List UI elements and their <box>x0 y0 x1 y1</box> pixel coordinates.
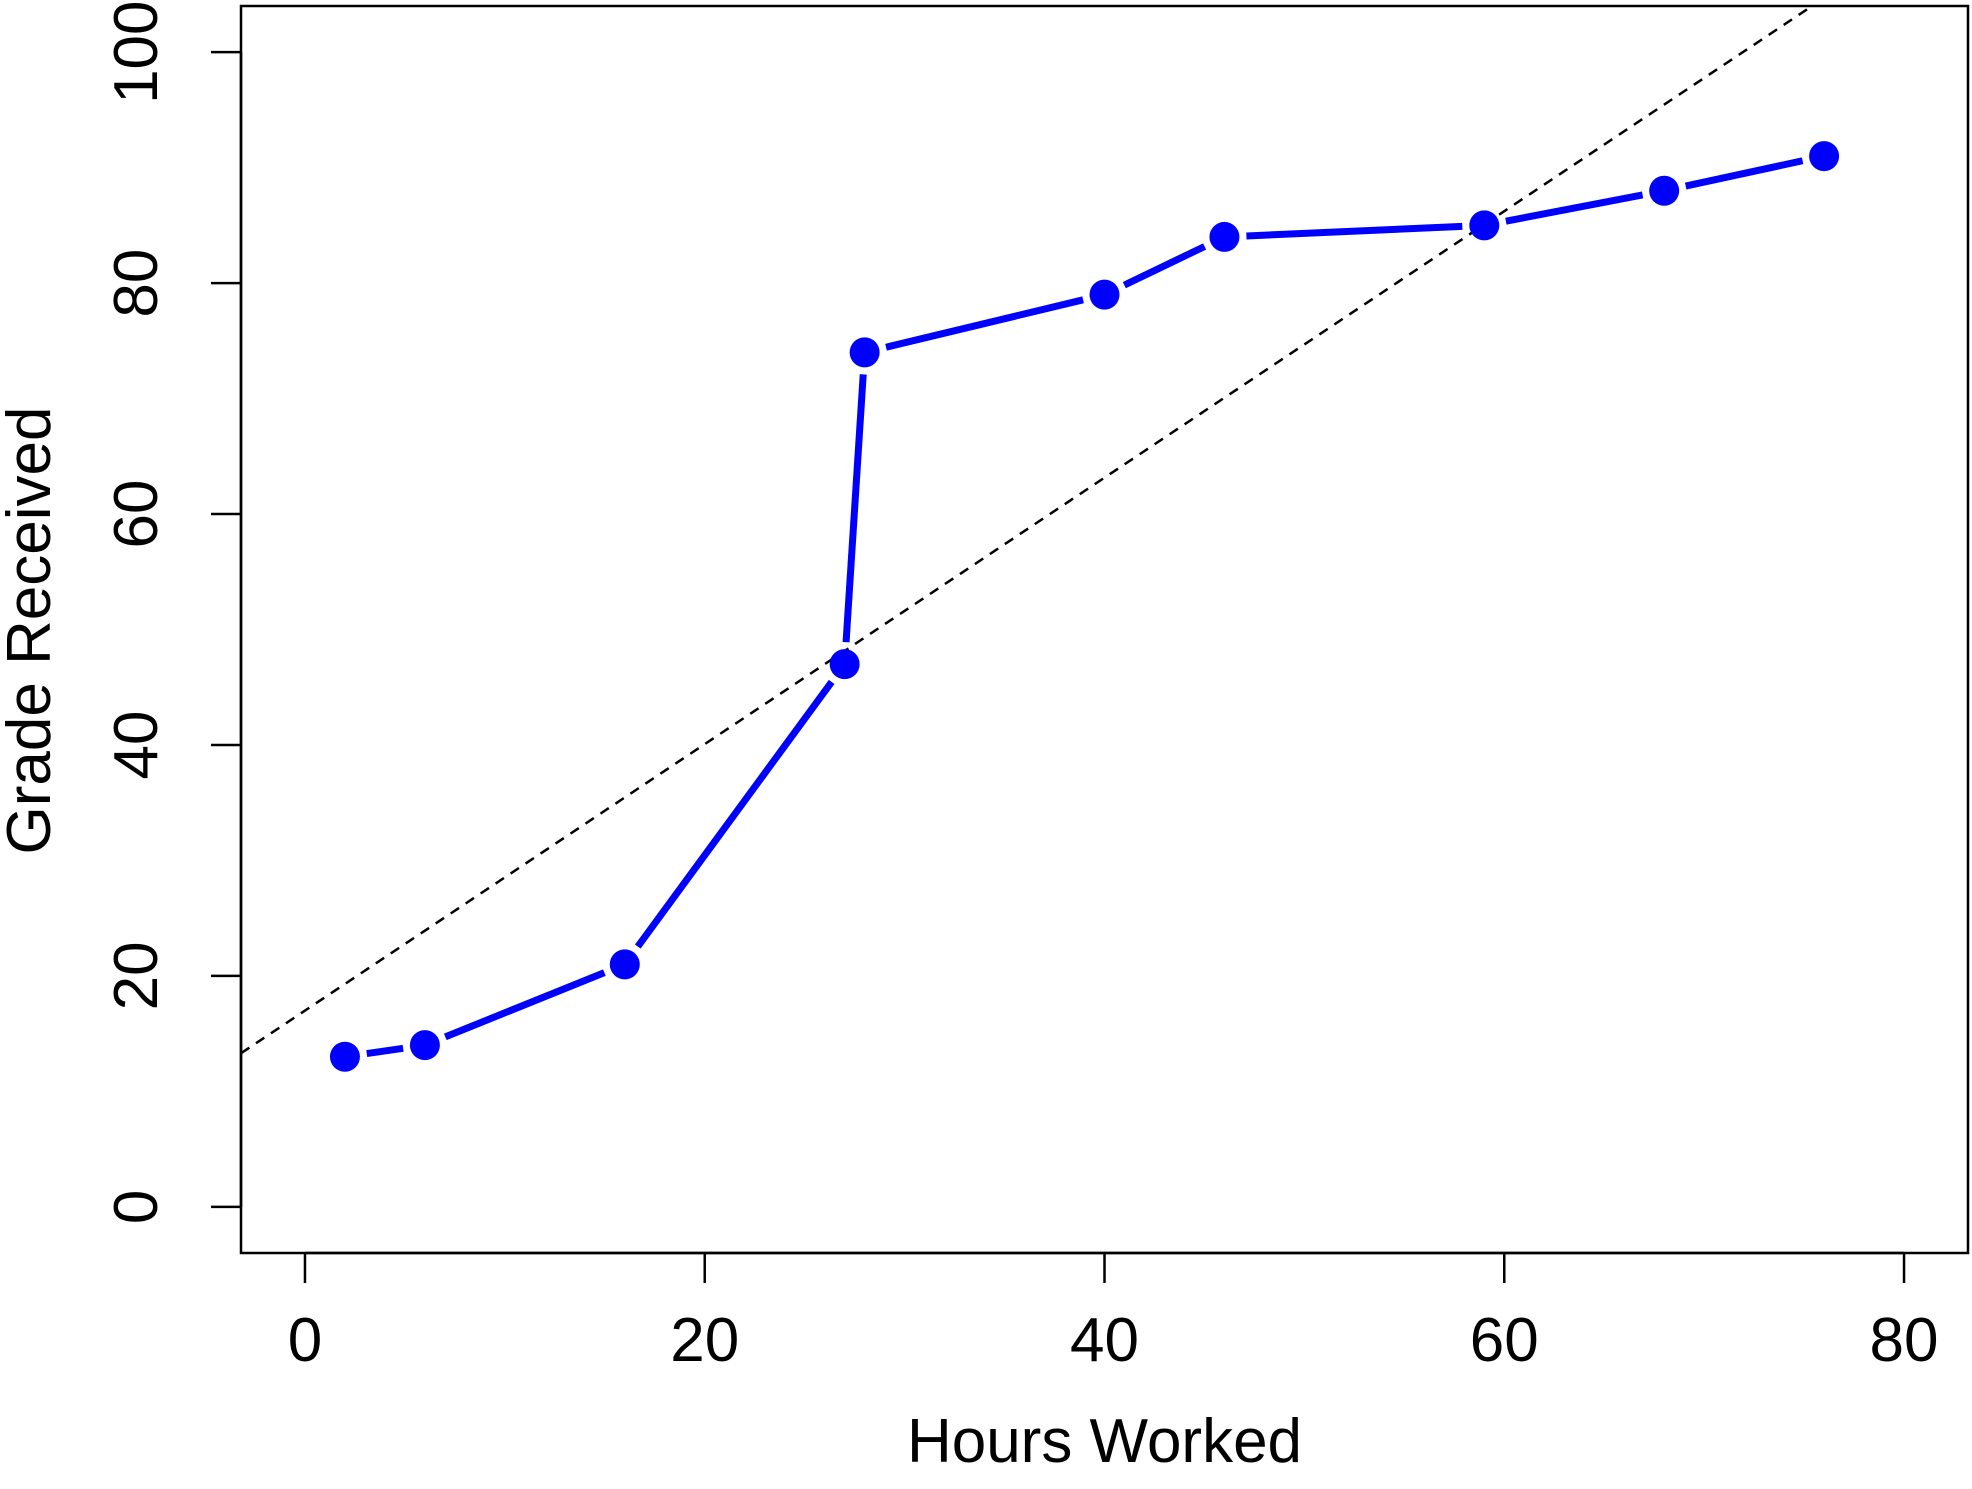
y-tick-label: 40 <box>102 710 171 779</box>
reference-line <box>241 6 1813 1055</box>
x-tick-label: 40 <box>1070 1306 1139 1375</box>
y-tick-label: 0 <box>102 1190 171 1224</box>
data-point <box>1649 175 1680 206</box>
series-segment <box>842 374 867 643</box>
y-tick-label: 100 <box>102 0 171 103</box>
data-point <box>829 649 860 680</box>
data-point <box>1089 279 1120 310</box>
series-segment <box>1684 157 1804 190</box>
series-segment <box>885 296 1084 351</box>
data-point <box>609 949 640 980</box>
series-layer <box>329 141 1840 1072</box>
y-tick-label: 20 <box>102 941 171 1010</box>
y-tick-label: 80 <box>102 249 171 318</box>
data-point <box>849 337 880 368</box>
x-tick-label: 60 <box>1470 1306 1539 1375</box>
data-point <box>1809 141 1840 172</box>
x-tick-label: 80 <box>1870 1306 1939 1375</box>
series-segment <box>366 1044 404 1058</box>
data-point <box>329 1041 360 1072</box>
x-tick-label: 0 <box>288 1306 322 1375</box>
data-point <box>1469 210 1500 241</box>
series-segment <box>1505 191 1644 225</box>
series-segment <box>1122 243 1207 289</box>
axes-layer: 0 20 40 60 80 0 20 40 60 80 100 <box>102 0 1970 1375</box>
x-tick-label: 20 <box>670 1306 739 1375</box>
x-axis-title: Hours Worked <box>907 1407 1302 1476</box>
series-segment <box>1246 222 1463 240</box>
series-segment <box>443 969 606 1041</box>
data-point <box>409 1030 440 1061</box>
series-segment <box>634 679 835 949</box>
reference-line-layer <box>241 6 1813 1055</box>
data-point <box>1209 221 1240 252</box>
y-tick-label: 60 <box>102 480 171 549</box>
y-axis-title: Grade Received <box>0 406 64 854</box>
